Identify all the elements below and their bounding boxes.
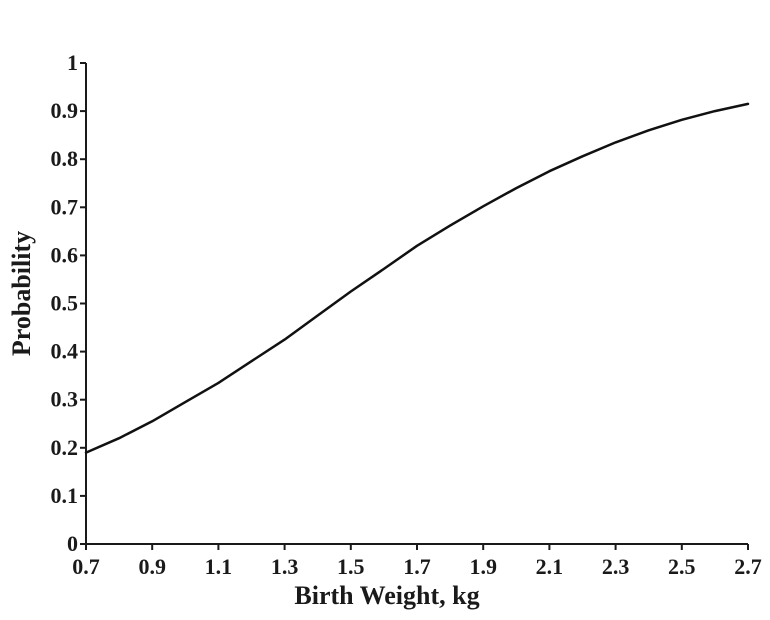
series-group — [84, 102, 750, 454]
x-tick-label: 2.3 — [602, 554, 630, 579]
y-tick-label: 0.9 — [51, 98, 79, 123]
axes — [85, 63, 748, 545]
x-axis-title: Birth Weight, kg — [294, 581, 479, 610]
x-tick-label: 0.7 — [72, 554, 100, 579]
x-tick-label: 2.5 — [668, 554, 696, 579]
y-tick-label: 1 — [67, 50, 78, 75]
y-tick-label: 0.5 — [51, 291, 79, 316]
x-tick-label: 0.9 — [138, 554, 166, 579]
y-tick-label: 0.6 — [51, 242, 79, 267]
y-tick-label: 0.1 — [51, 483, 79, 508]
x-tick-label: 1.1 — [205, 554, 233, 579]
x-ticks: 0.7 0.9 1.1 1.3 1.5 1.7 1.9 2.1 2.3 2.5 2.7 — [72, 544, 762, 579]
x-tick-label: 1.7 — [403, 554, 431, 579]
y-ticks: 0 0.1 0.2 0.3 0.4 0.5 0.6 0.7 0.8 0.9 1 — [51, 50, 86, 556]
y-tick-label: 0.2 — [51, 435, 79, 460]
x-tick-label: 1.3 — [271, 554, 299, 579]
x-tick-label: 2.1 — [536, 554, 564, 579]
y-tick-label: 0.3 — [51, 387, 79, 412]
x-tick-label: 1.5 — [337, 554, 365, 579]
y-tick-label: 0 — [67, 531, 78, 556]
y-tick-label: 0.4 — [51, 339, 79, 364]
y-tick-label: 0.8 — [51, 146, 79, 171]
probability-curve — [84, 102, 750, 454]
x-tick-label: 1.9 — [469, 554, 497, 579]
y-axis-title: Probability — [7, 231, 36, 356]
x-tick-label: 2.7 — [734, 554, 762, 579]
y-tick-label: 0.7 — [51, 194, 79, 219]
